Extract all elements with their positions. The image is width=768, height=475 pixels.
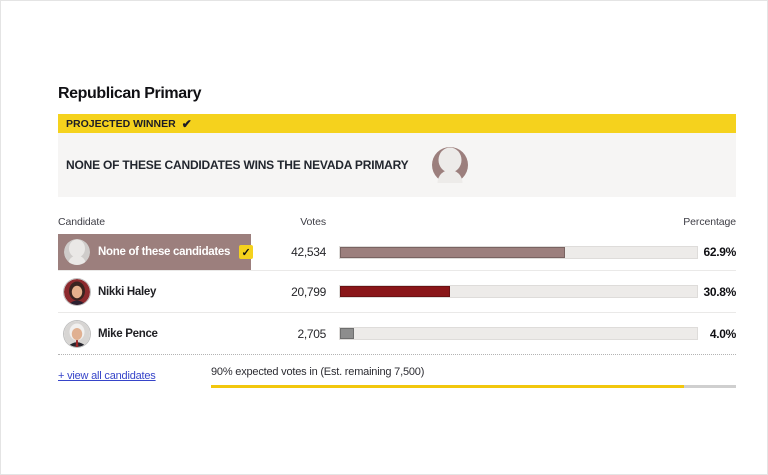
candidate-cell: Nikki Haley (58, 271, 251, 312)
column-header-percentage: Percentage (683, 216, 736, 228)
candidate-cell-winner: None of these candidates ✓ (58, 234, 254, 270)
votes-value: 42,534 (291, 245, 326, 259)
table-header: Candidate Votes Percentage (58, 210, 736, 234)
percentage-value: 62.9% (703, 245, 736, 259)
expected-votes-block: 90% expected votes in (Est. remaining 7,… (211, 366, 736, 388)
bar-fill (340, 286, 450, 297)
column-header-votes: Votes (300, 216, 326, 228)
winner-check-icon: ✓ (239, 245, 254, 259)
results-footer: + view all candidates 90% expected votes… (58, 355, 736, 388)
candidate-name: Nikki Haley (98, 285, 157, 298)
view-all-wrap: + view all candidates (58, 366, 211, 384)
table-row: None of these candidates ✓ 42,534 62.9% (58, 234, 736, 271)
result-bar (326, 285, 698, 298)
bar-track (339, 245, 698, 259)
table-row: Nikki Haley 20,799 30.8% (58, 271, 736, 313)
nikki-haley-avatar (64, 278, 90, 305)
expected-votes-progressbar (211, 385, 736, 388)
checkmark-icon: ✔ (181, 116, 192, 131)
votes-value: 2,705 (297, 326, 326, 341)
progressbar-fill (211, 385, 684, 388)
bar-fill (340, 328, 355, 339)
result-bar (326, 245, 698, 259)
placeholder-avatar-icon (64, 239, 90, 265)
winner-callout: NONE OF THESE CANDIDATES WINS THE NEVADA… (58, 133, 736, 197)
bar-fill (340, 246, 565, 258)
percentage-value: 30.8% (703, 284, 736, 299)
bar-track (339, 327, 698, 340)
candidate-cell: Mike Pence (58, 313, 251, 354)
winner-text: NONE OF THESE CANDIDATES WINS THE NEVADA… (66, 158, 409, 172)
percentage-value: 4.0% (709, 326, 736, 341)
candidate-name: Mike Pence (98, 327, 158, 340)
votes-value: 20,799 (291, 284, 326, 299)
bar-track (339, 285, 698, 298)
page-title: Republican Primary (58, 85, 202, 102)
election-results-module: Republican Primary PROJECTED WINNER ✔ NO… (58, 85, 736, 388)
column-header-candidate: Candidate (58, 216, 105, 228)
view-all-candidates-link[interactable]: + view all candidates (58, 370, 156, 382)
mike-pence-avatar (64, 320, 90, 347)
projected-winner-label: PROJECTED WINNER (66, 117, 176, 130)
result-bar (326, 327, 698, 340)
candidate-name: None of these candidates (98, 246, 231, 258)
expected-votes-text: 90% expected votes in (Est. remaining 7,… (211, 366, 425, 378)
table-row: Mike Pence 2,705 4.0% (58, 313, 736, 355)
placeholder-avatar-icon (432, 147, 469, 183)
projected-winner-banner: PROJECTED WINNER ✔ (58, 114, 736, 133)
